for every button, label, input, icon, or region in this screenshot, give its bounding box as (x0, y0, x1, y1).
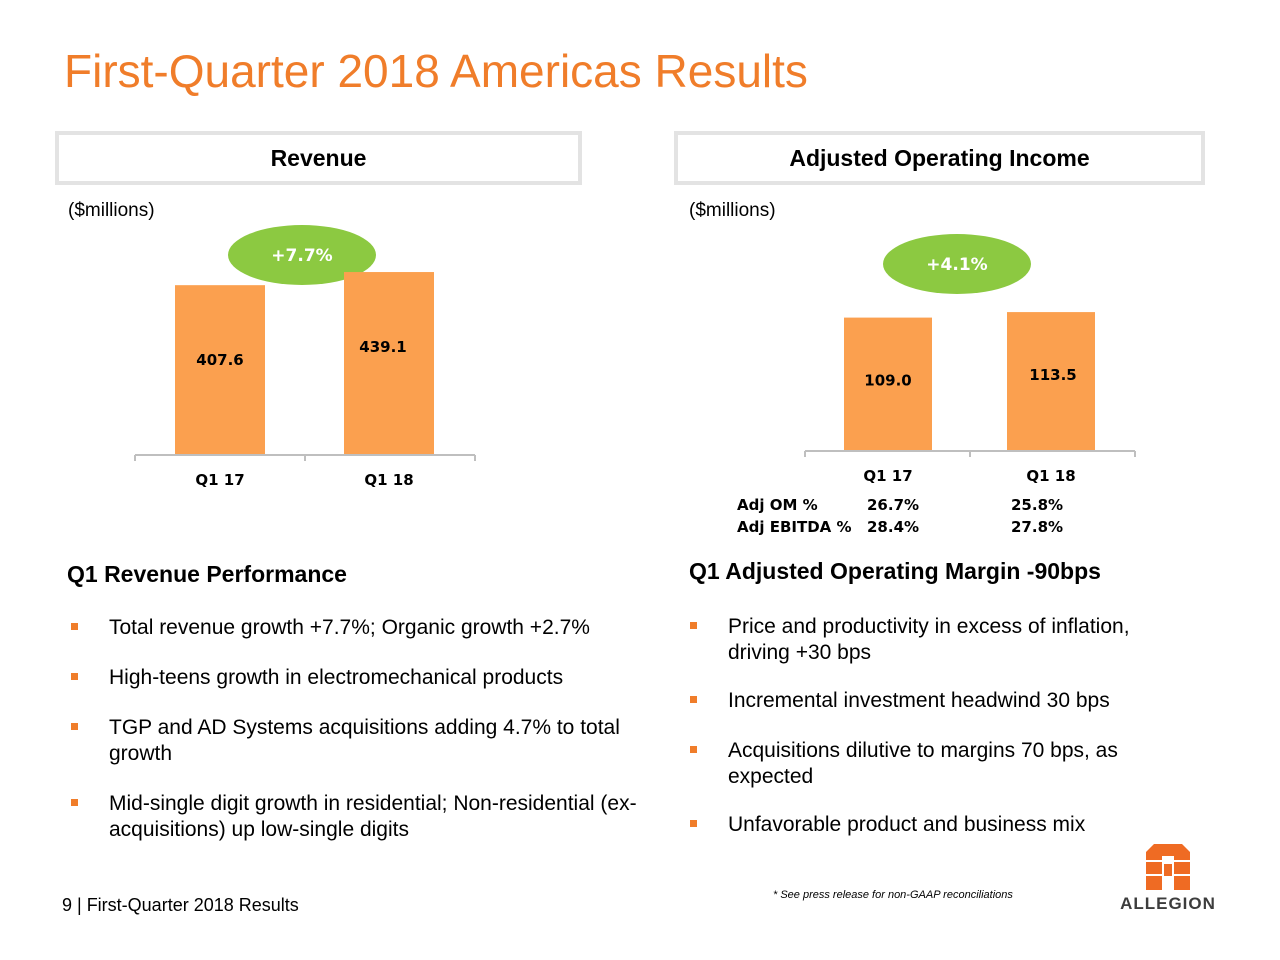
bar-value-label: 113.5 (1029, 366, 1076, 384)
aoi-header: Adjusted Operating Income (674, 131, 1205, 185)
metric-row-adj-om: Adj OM % 26.7% 25.8% (737, 494, 1063, 516)
metric-q1-18: 27.8% (1011, 518, 1064, 536)
bar-value-label: 439.1 (359, 338, 406, 356)
allegion-logo-icon (1146, 844, 1190, 890)
revenue-chart: +7.7% 407.6 Q1 17 439.1 Q1 18 (134, 225, 476, 489)
bar-q1-17 (175, 285, 265, 455)
list-item: Incremental investment headwind 30 bps (686, 688, 1186, 714)
growth-badge-label: +4.1% (926, 255, 987, 275)
bullet-icon (690, 820, 697, 827)
growth-badge (883, 234, 1031, 294)
x-tick-label: Q1 17 (195, 471, 244, 489)
aoi-units: ($millions) (689, 200, 776, 221)
margin-section-title: Q1 Adjusted Operating Margin -90bps (689, 558, 1101, 584)
revenue-header: Revenue (55, 131, 582, 185)
x-tick-label: Q1 18 (1026, 467, 1075, 485)
list-item: High-teens growth in electromechanical p… (67, 665, 667, 691)
bullet-icon (690, 746, 697, 753)
revenue-bullet-list: Total revenue growth +7.7%; Organic grow… (67, 615, 667, 843)
metric-q1-17: 28.4% (867, 518, 920, 536)
allegion-wordmark: ALLEGION (1120, 894, 1216, 913)
bullet-icon (71, 623, 78, 630)
bullet-icon (690, 622, 697, 629)
list-item: TGP and AD Systems acquisitions adding 4… (67, 715, 647, 767)
page-title: First-Quarter 2018 Americas Results (64, 45, 808, 97)
revenue-section-title: Q1 Revenue Performance (67, 561, 347, 587)
growth-badge (228, 225, 376, 285)
metric-row-adj-ebitda: Adj EBITDA % 28.4% 27.8% (737, 516, 1063, 538)
aoi-chart: +4.1% 109.0 Q1 17 113.5 Q1 18 (804, 234, 1136, 485)
metric-label: Adj OM % (737, 496, 818, 514)
margin-metrics-table: Adj OM % 26.7% 25.8% Adj EBITDA % 28.4% … (737, 494, 1063, 538)
bar-value-label: 109.0 (864, 372, 911, 390)
revenue-units: ($millions) (68, 200, 155, 221)
metric-q1-17: 26.7% (867, 496, 920, 514)
bullet-icon (690, 696, 697, 703)
list-item: Price and productivity in excess of infl… (686, 614, 1186, 666)
bullet-icon (71, 673, 78, 680)
list-item: Unfavorable product and business mix (686, 812, 1186, 838)
metric-label: Adj EBITDA % (737, 518, 852, 536)
list-item: Acquisitions dilutive to margins 70 bps,… (686, 738, 1186, 790)
growth-badge-label: +7.7% (271, 246, 332, 266)
allegion-logo: ALLEGION (1114, 842, 1222, 914)
bar-q1-18 (1007, 312, 1095, 451)
footer-page-label: 9 | First-Quarter 2018 Results (62, 895, 299, 915)
metric-q1-18: 25.8% (1011, 496, 1064, 514)
bullet-icon (71, 799, 78, 806)
bar-q1-18 (344, 272, 434, 455)
x-tick-label: Q1 18 (364, 471, 413, 489)
x-tick-label: Q1 17 (863, 467, 912, 485)
bar-q1-17 (844, 317, 932, 451)
footnote: * See press release for non-GAAP reconci… (773, 889, 1013, 901)
bullet-icon (71, 723, 78, 730)
list-item: Total revenue growth +7.7%; Organic grow… (67, 615, 667, 641)
margin-bullet-list: Price and productivity in excess of infl… (686, 614, 1186, 838)
list-item: Mid-single digit growth in residential; … (67, 791, 667, 843)
bar-value-label: 407.6 (196, 351, 243, 369)
